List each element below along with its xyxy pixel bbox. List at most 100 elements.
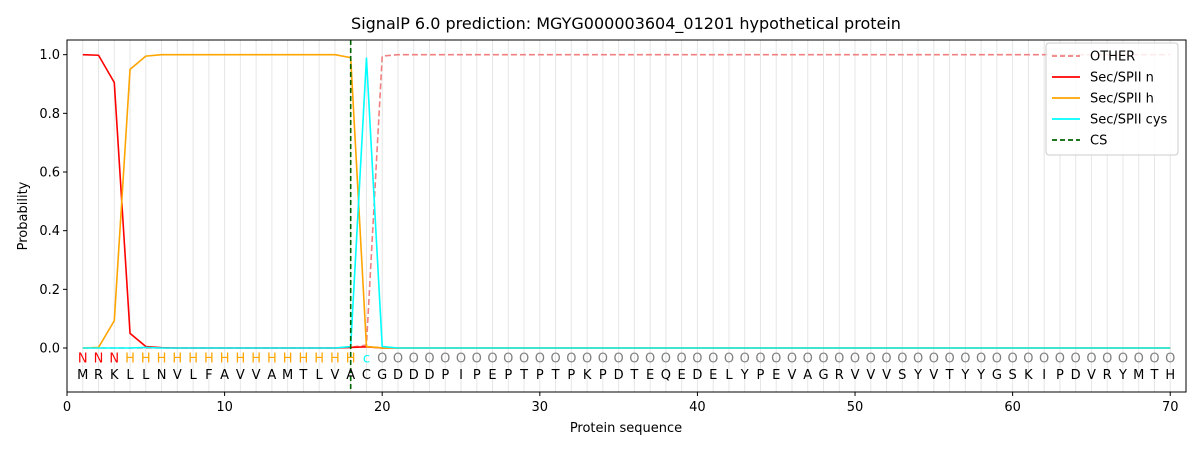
region-label: O: [1039, 352, 1049, 367]
region-label: O: [487, 352, 497, 367]
region-label: O: [377, 352, 387, 367]
residue-letter: V: [866, 368, 875, 383]
residue-letter: V: [1087, 368, 1096, 383]
region-label: O: [472, 352, 482, 367]
residue-letter: L: [725, 368, 733, 383]
region-label: O: [913, 352, 923, 367]
series-line-sec-spii-cys: [82, 57, 1171, 349]
residue-letter: V: [236, 368, 245, 383]
residue-letter: E: [772, 368, 780, 383]
residue-letter: Y: [1118, 368, 1127, 383]
region-label: O: [787, 352, 797, 367]
residue-letter: P: [536, 368, 544, 383]
legend-label: OTHER: [1090, 50, 1135, 65]
region-label: H: [188, 352, 198, 367]
region-label: O: [677, 352, 687, 367]
residue-letter: L: [126, 368, 134, 383]
region-label: H: [283, 352, 293, 367]
region-label: H: [346, 352, 356, 367]
axes-frame: [66, 39, 1187, 393]
residue-letter: G: [377, 368, 387, 383]
region-label: H: [172, 352, 182, 367]
region-label: O: [850, 352, 860, 367]
region-label: O: [803, 352, 813, 367]
region-label: O: [881, 352, 891, 367]
residue-letter: P: [599, 368, 607, 383]
residue-letter: R: [835, 368, 844, 383]
y-tick-label: 0.4: [39, 224, 60, 239]
x-tick-label: 0: [63, 400, 71, 415]
region-label: O: [645, 352, 655, 367]
region-label: O: [1086, 352, 1096, 367]
region-label: O: [661, 352, 671, 367]
region-label: O: [992, 352, 1002, 367]
residue-letter: V: [252, 368, 261, 383]
residue-letter: A: [346, 368, 355, 383]
region-label: O: [944, 352, 954, 367]
region-label: H: [267, 352, 277, 367]
residue-letter: P: [757, 368, 765, 383]
region-label: O: [976, 352, 986, 367]
residue-letter: Q: [661, 368, 671, 383]
region-label: O: [456, 352, 466, 367]
region-label: O: [566, 352, 576, 367]
series-line-sec-spii-n: [82, 53, 1171, 349]
series-line-sec-spii-h: [82, 53, 1171, 349]
region-label: O: [424, 352, 434, 367]
residue-letter: P: [504, 368, 512, 383]
x-tick-label: 10: [216, 400, 233, 415]
residue-letter: P: [473, 368, 481, 383]
residue-letter: K: [110, 368, 119, 383]
region-label: O: [1149, 352, 1159, 367]
region-label: O: [582, 352, 592, 367]
y-tick-label: 0.8: [39, 107, 60, 122]
residue-letter: A: [803, 368, 812, 383]
region-label: O: [1023, 352, 1033, 367]
residue-letter: F: [205, 368, 212, 383]
region-label: O: [614, 352, 624, 367]
region-label: O: [1165, 352, 1175, 367]
region-label: O: [503, 352, 513, 367]
residue-letter: E: [709, 368, 717, 383]
residue-letter: K: [1024, 368, 1033, 383]
region-label: N: [109, 352, 119, 367]
residue-letter: I: [1042, 368, 1046, 383]
region-label: O: [708, 352, 718, 367]
residue-letter: V: [173, 368, 182, 383]
residue-letter: D: [1071, 368, 1081, 383]
residue-letter: S: [898, 368, 906, 383]
residue-letter: Y: [976, 368, 985, 383]
residue-letter: T: [519, 368, 528, 383]
residue-letter: T: [298, 368, 307, 383]
residue-letter: T: [551, 368, 560, 383]
region-label: O: [629, 352, 639, 367]
x-tick-label: 30: [532, 400, 549, 415]
residue-letter: M: [77, 368, 88, 383]
residue-letter: H: [1165, 368, 1175, 383]
region-label: O: [1118, 352, 1128, 367]
region-label: O: [393, 352, 403, 367]
residue-letter: Y: [960, 368, 969, 383]
region-label: H: [157, 352, 167, 367]
region-label: O: [1055, 352, 1065, 367]
region-label: O: [755, 352, 765, 367]
region-label: O: [440, 352, 450, 367]
residue-letter: G: [992, 368, 1002, 383]
residue-letter: R: [1103, 368, 1112, 383]
region-label: H: [204, 352, 214, 367]
region-label: O: [866, 352, 876, 367]
x-tick-label: 70: [1162, 400, 1179, 415]
region-label: O: [535, 352, 545, 367]
y-tick-label: 1.0: [39, 48, 60, 63]
residue-letter: L: [142, 368, 150, 383]
region-label: O: [724, 352, 734, 367]
region-label: H: [220, 352, 230, 367]
x-tick-label: 60: [1004, 400, 1021, 415]
residue-letter: Y: [740, 368, 749, 383]
residue-letter: M: [282, 368, 293, 383]
residue-letter: K: [583, 368, 592, 383]
region-label: O: [550, 352, 560, 367]
region-label: H: [330, 352, 340, 367]
region-label: O: [818, 352, 828, 367]
region-label: O: [519, 352, 529, 367]
